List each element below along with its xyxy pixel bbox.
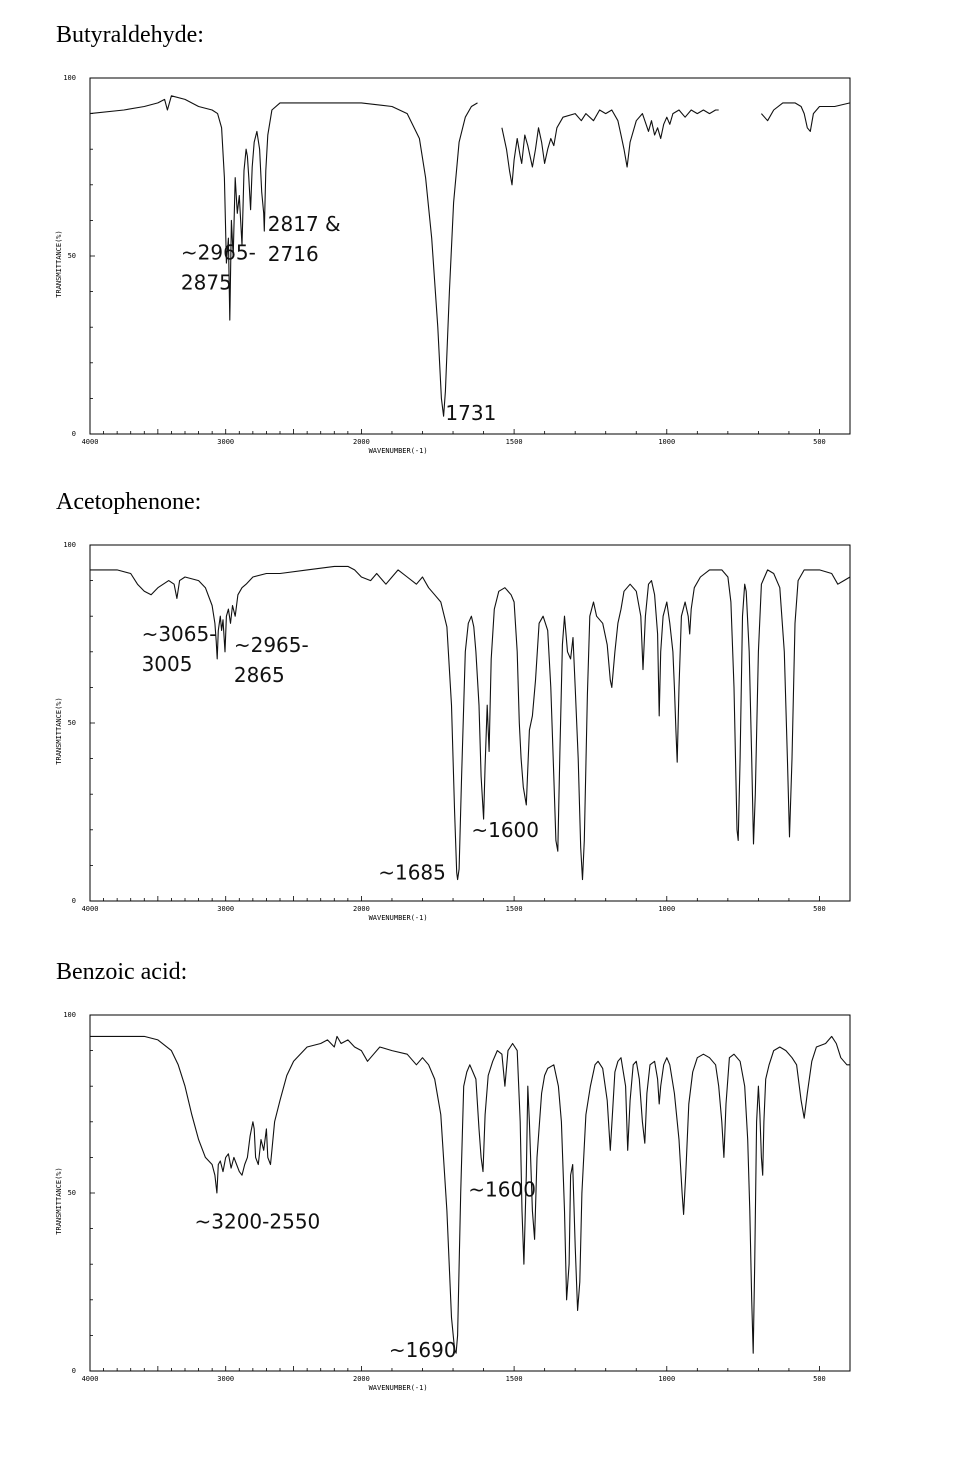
peak-annotation-line: ~2965- [234, 633, 309, 657]
x-tick-label: 2000 [353, 905, 370, 913]
peak-annotation: ~3065- 3005 [142, 622, 217, 676]
peak-annotation-line: 2817 & [268, 212, 341, 236]
y-tick-label: 100 [63, 1011, 76, 1019]
x-tick-label: 3000 [217, 905, 234, 913]
peak-annotation-line: 3005 [142, 652, 193, 676]
peak-annotation: ~1685 [378, 861, 446, 885]
x-tick-label: 500 [813, 1375, 826, 1383]
peak-annotation-line: ~1690 [389, 1338, 457, 1362]
y-tick-label: 0 [72, 1367, 76, 1375]
plot-frame [89, 544, 851, 902]
y-tick-label: 50 [68, 719, 76, 727]
x-tick-label: 1500 [506, 905, 523, 913]
peak-annotation-line: ~1685 [378, 861, 446, 885]
peak-annotation: ~1600 [471, 818, 539, 842]
spectrum-trace [89, 95, 851, 417]
peak-annotation: ~2965- 2875 [181, 241, 256, 295]
peak-annotation-line: 1731 [445, 401, 496, 425]
x-tick-label: 1000 [658, 438, 675, 446]
x-tick-label: 3000 [217, 438, 234, 446]
peak-annotation: 1731 [445, 401, 496, 425]
peak-annotation: ~1690 [389, 1338, 457, 1362]
y-axis-label: TRANSMITTANCE(%) [55, 1167, 63, 1234]
y-tick-label: 100 [63, 541, 76, 549]
y-tick-label: 0 [72, 430, 76, 438]
y-axis-label: TRANSMITTANCE(%) [55, 697, 63, 764]
acetophenone-title: Acetophenone: [56, 489, 202, 515]
butyraldehyde-spectrum: 4000 3000 2000 1500 1000 500100500WAVENUMBER(… [55, 74, 851, 455]
x-tick-label: 4000 [82, 438, 99, 446]
x-tick-label: 4000 [82, 1375, 99, 1383]
x-tick-label: 1000 [658, 1375, 675, 1383]
spectrum-trace [90, 565, 851, 881]
y-axis-label: TRANSMITTANCE(%) [55, 230, 63, 297]
peak-annotation-line: ~2965- [181, 241, 256, 265]
y-tick-label: 0 [72, 897, 76, 905]
x-axis-label: WAVENUMBER(-1) [369, 914, 428, 922]
x-tick-label: 1000 [658, 905, 675, 913]
peak-annotation: 2817 & 2716 [268, 212, 341, 266]
x-tick-label: 500 [813, 905, 826, 913]
x-tick-label: 2000 [353, 438, 370, 446]
y-tick-label: 100 [63, 74, 76, 82]
x-tick-label: 2000 [353, 1375, 370, 1383]
y-tick-label: 50 [68, 1189, 76, 1197]
peak-annotation-line: ~1600 [471, 818, 539, 842]
peak-annotation: ~3200-2550 [195, 1210, 321, 1234]
x-tick-label: 500 [813, 438, 826, 446]
x-tick-label: 1500 [506, 1375, 523, 1383]
x-axis-label: WAVENUMBER(-1) [369, 447, 428, 455]
peak-annotation: ~1600 [468, 1178, 536, 1202]
peak-annotation-line: 2875 [181, 271, 232, 295]
x-tick-label: 1500 [506, 438, 523, 446]
benzoic-acid-spectrum: 4000 3000 2000 1500 1000 500100500WAVENUMBER(… [55, 1011, 851, 1392]
acetophenone-spectrum: 4000 3000 2000 1500 1000 500100500WAVENUMBER(… [55, 541, 851, 922]
peak-annotation-line: 2716 [268, 242, 319, 266]
x-tick-label: 4000 [82, 905, 99, 913]
benzoic-acid-title: Benzoic acid: [56, 959, 188, 985]
spectrum-trace [90, 1035, 850, 1354]
peak-annotation: ~2965- 2865 [234, 633, 309, 687]
peak-annotation-line: ~1600 [468, 1178, 536, 1202]
peak-annotation-line: ~3200-2550 [195, 1210, 321, 1234]
x-tick-label: 3000 [217, 1375, 234, 1383]
x-axis-label: WAVENUMBER(-1) [369, 1384, 428, 1392]
butyraldehyde-title: Butyraldehyde: [56, 22, 204, 48]
peak-annotation-line: 2865 [234, 663, 285, 687]
peak-annotation-line: ~3065- [142, 622, 217, 646]
y-tick-label: 50 [68, 252, 76, 260]
